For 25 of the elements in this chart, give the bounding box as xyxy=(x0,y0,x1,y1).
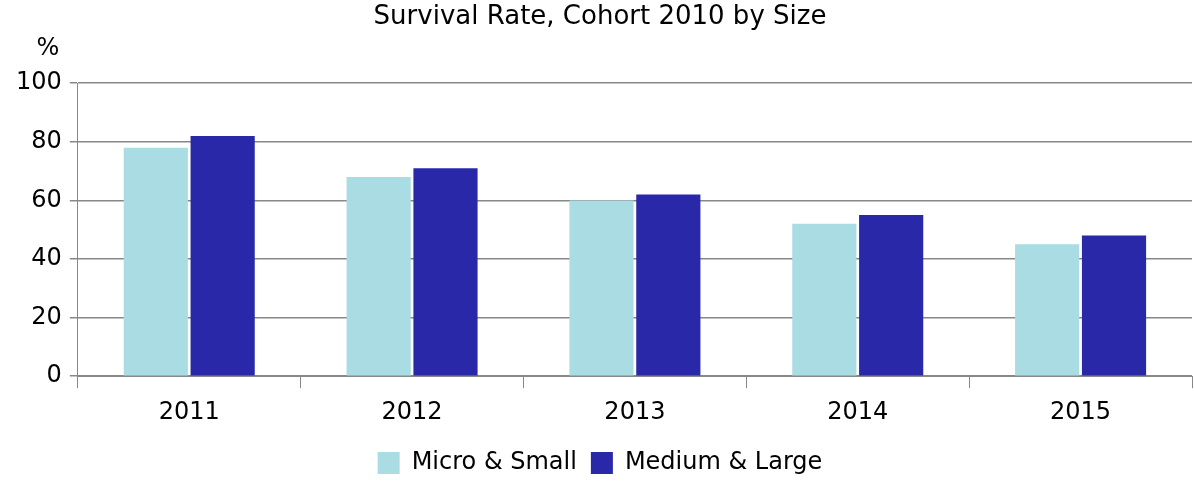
x-tick-label: 2014 xyxy=(827,396,889,425)
bar xyxy=(346,176,411,376)
bar xyxy=(1081,235,1147,376)
bar xyxy=(413,168,478,376)
legend-label: Micro & Small xyxy=(411,447,577,476)
y-tick-label: 100 xyxy=(16,67,62,96)
x-tick-label: 2012 xyxy=(381,396,443,425)
y-tick-label: 60 xyxy=(31,184,62,213)
bar xyxy=(569,200,634,376)
y-axis-title: % xyxy=(36,33,60,62)
bar xyxy=(123,147,188,376)
x-tick-label: 2013 xyxy=(604,396,666,425)
bar xyxy=(1015,244,1080,376)
x-tick-label: 2015 xyxy=(1050,396,1112,425)
chart-title: Survival Rate, Cohort 2010 by Size xyxy=(373,0,827,31)
legend-label: Medium & Large xyxy=(624,447,823,476)
bar xyxy=(190,135,255,376)
y-tick-label: 40 xyxy=(31,243,62,272)
y-tick-label: 80 xyxy=(31,126,62,155)
bar xyxy=(636,194,701,376)
y-tick-label: 20 xyxy=(31,301,62,330)
y-tick-label: 0 xyxy=(46,360,62,389)
bar xyxy=(792,223,857,376)
bar xyxy=(859,215,924,376)
x-tick-label: 2011 xyxy=(158,396,220,425)
